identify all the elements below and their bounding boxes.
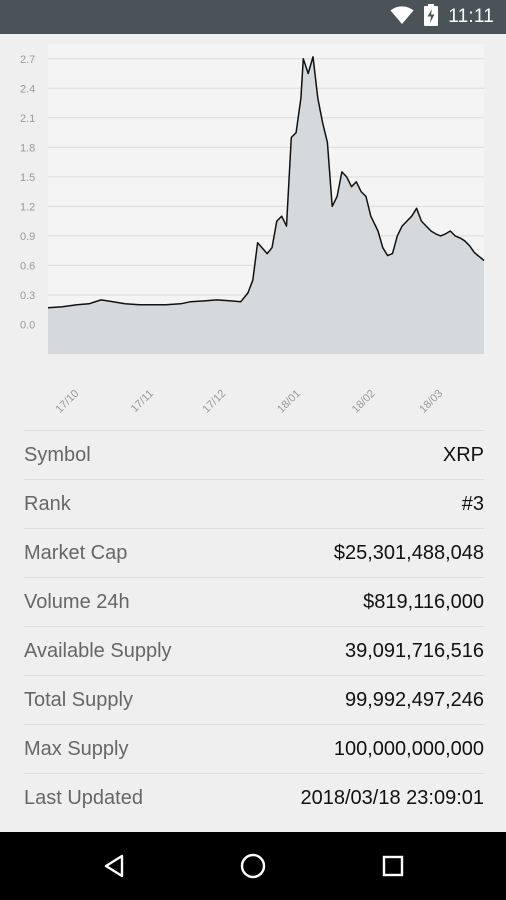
- back-icon: [104, 854, 124, 878]
- y-tick-label: 1.5: [20, 172, 35, 184]
- detail-label: Volume 24h: [24, 590, 130, 613]
- x-tick-label: 18/01: [275, 388, 303, 414]
- price-area: [48, 56, 484, 355]
- y-tick-label: 0.3: [20, 290, 35, 302]
- detail-label: Market Cap: [24, 541, 128, 564]
- price-chart: 0.0 0.3 0.6 0.9 1.2 1.5 1.8 2.1 2.4 2.7 17/10 17/11…: [0, 34, 506, 416]
- home-icon: [240, 853, 266, 879]
- x-tick-label: 17/12: [200, 388, 228, 414]
- detail-row-volume-24h: Volume 24h $819,116,000: [24, 577, 484, 626]
- detail-label: Rank: [24, 492, 71, 515]
- status-icons: 11:11: [390, 0, 494, 34]
- detail-value: $819,116,000: [363, 590, 484, 613]
- y-tick-label: 1.8: [20, 142, 35, 154]
- detail-row-market-cap: Market Cap $25,301,488,048: [24, 528, 484, 577]
- detail-row-last-updated: Last Updated 2018/03/18 23:09:01: [24, 773, 484, 822]
- x-tick-label: 17/11: [129, 388, 156, 414]
- detail-label: Symbol: [24, 443, 91, 466]
- y-tick-label: 2.4: [20, 83, 35, 95]
- status-bar: 11:11: [0, 0, 506, 34]
- status-time: 11:11: [448, 6, 494, 27]
- y-tick-label: 2.1: [20, 113, 35, 125]
- detail-row-symbol: Symbol XRP: [24, 430, 484, 479]
- back-button[interactable]: [84, 832, 144, 900]
- recents-icon: [382, 855, 404, 877]
- detail-value: XRP: [442, 443, 484, 466]
- x-tick-label: 17/10: [53, 388, 81, 414]
- detail-row-total-supply: Total Supply 99,992,497,246: [24, 675, 484, 724]
- wifi-icon: [390, 5, 414, 30]
- home-button[interactable]: [223, 832, 283, 900]
- detail-value: 2018/03/18 23:09:01: [300, 786, 484, 809]
- detail-row-rank: Rank #3: [24, 479, 484, 528]
- price-line: [47, 56, 485, 309]
- coin-details: Symbol XRP Rank #3 Market Cap $25,301,48…: [24, 430, 484, 822]
- detail-value: #3: [461, 492, 484, 515]
- detail-value: 100,000,000,000: [333, 737, 484, 760]
- navigation-bar: [0, 832, 506, 900]
- detail-row-available-supply: Available Supply 39,091,716,516: [24, 626, 484, 675]
- price-chart-svg: 0.0 0.3 0.6 0.9 1.2 1.5 1.8 2.1 2.4 2.7 17/10 17/11…: [20, 44, 485, 416]
- battery-charging-icon: [424, 3, 439, 31]
- recents-button[interactable]: [363, 832, 423, 900]
- detail-label: Total Supply: [24, 688, 133, 711]
- y-tick-label: 0.6: [20, 260, 35, 272]
- y-tick-label: 0.0: [20, 319, 35, 331]
- detail-label: Available Supply: [24, 639, 172, 662]
- y-tick-label: 1.2: [20, 201, 35, 213]
- y-tick-label: 2.7: [20, 54, 35, 66]
- detail-value: $25,301,488,048: [333, 541, 484, 564]
- x-tick-label: 18/02: [350, 388, 378, 414]
- detail-row-max-supply: Max Supply 100,000,000,000: [24, 724, 484, 773]
- detail-value: 99,992,497,246: [344, 688, 484, 711]
- detail-label: Max Supply: [24, 737, 129, 760]
- detail-label: Last Updated: [24, 786, 143, 809]
- detail-value: 39,091,716,516: [344, 639, 484, 662]
- y-tick-label: 0.9: [20, 231, 35, 243]
- x-tick-label: 18/03: [417, 388, 445, 414]
